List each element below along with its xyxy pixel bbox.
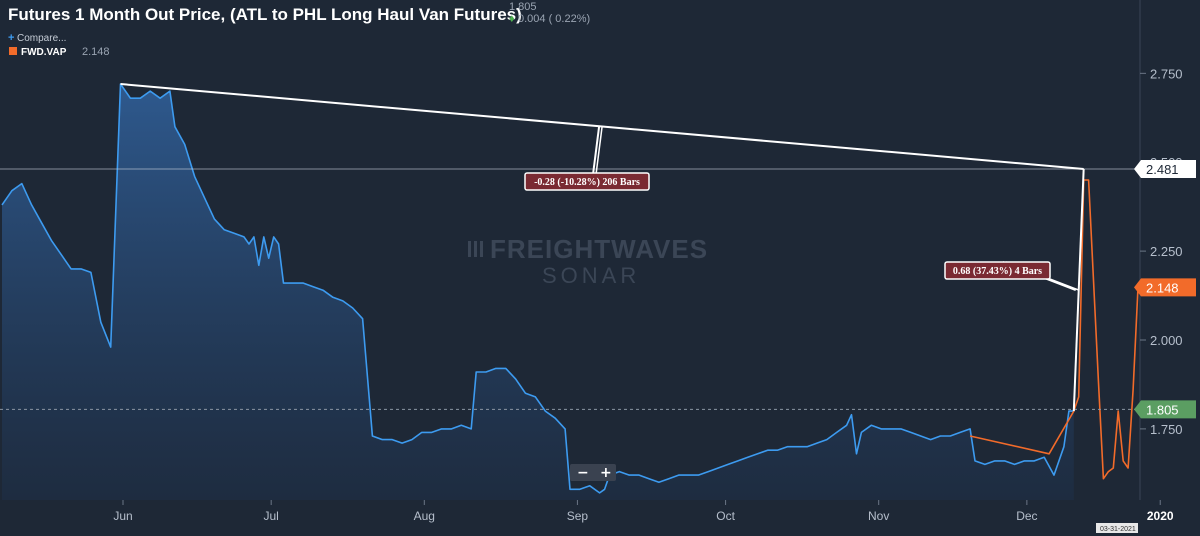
- price-marker-label: 2.148: [1146, 280, 1179, 295]
- annotation-1-leader: [592, 126, 601, 174]
- zoom-out-button[interactable]: −: [577, 465, 589, 481]
- zoom-in-button[interactable]: +: [600, 465, 612, 481]
- date-label: 03-31-2021: [1100, 526, 1136, 533]
- compare-button[interactable]: Compare...: [17, 33, 66, 44]
- x-tick-label: Sep: [567, 509, 589, 523]
- watermark-line2: SONAR: [542, 263, 640, 288]
- annotation-2-label: 0.68 (37.43%) 4 Bars: [953, 266, 1042, 277]
- price-marker-green: [1134, 400, 1196, 419]
- price-marker-label: 1.805: [1146, 402, 1179, 417]
- up-arrow-icon: ♦: [509, 13, 515, 25]
- zoom-controls: − +: [570, 464, 616, 481]
- y-tick-label: 2.750: [1150, 66, 1183, 81]
- zoom-controls-bg: [570, 464, 616, 481]
- series-line-orange[interactable]: [969, 179, 1139, 480]
- series-symbol[interactable]: FWD.VAP: [21, 47, 67, 58]
- y-tick-label: 1.750: [1150, 422, 1183, 437]
- x-tick-label: Jul: [264, 509, 279, 523]
- series-swatch: [9, 47, 17, 55]
- series-line-blue[interactable]: [1, 83, 1074, 494]
- x-tick-label: 2020: [1147, 509, 1174, 523]
- annotation-2-box[interactable]: [944, 261, 1051, 280]
- watermark-line1: FREIGHTWAVES: [490, 234, 708, 264]
- chart-title: Futures 1 Month Out Price, (ATL to PHL L…: [8, 5, 522, 24]
- x-tick-label: Nov: [868, 509, 889, 523]
- series-area-fill: [2, 84, 1074, 500]
- change-value: 0.004 ( 0.22%): [518, 13, 590, 25]
- annotation-1-label: -0.28 (-10.28%) 206 Bars: [534, 177, 640, 188]
- x-tick-label: Oct: [716, 509, 735, 523]
- series-value: 2.148: [82, 46, 110, 58]
- x-tick-label: Dec: [1016, 509, 1037, 523]
- y-tick-label: 2.000: [1150, 333, 1183, 348]
- price-marker-label: 2.481: [1146, 162, 1179, 177]
- watermark-logo-icon: [468, 241, 471, 257]
- price-marker-white: [1134, 159, 1196, 178]
- y-tick-label: 2.250: [1150, 244, 1183, 259]
- date-label-bg: [1096, 523, 1138, 533]
- last-value: 1.805: [509, 1, 537, 13]
- x-tick-label: Aug: [414, 509, 435, 523]
- annotation-1-leader: [595, 126, 603, 174]
- plus-icon[interactable]: +: [8, 32, 14, 44]
- x-tick-label: Jun: [113, 509, 132, 523]
- price-marker-orange: [1134, 278, 1196, 297]
- watermark: FREIGHTWAVES SONAR: [468, 234, 708, 288]
- annotation-1-box[interactable]: [524, 172, 650, 191]
